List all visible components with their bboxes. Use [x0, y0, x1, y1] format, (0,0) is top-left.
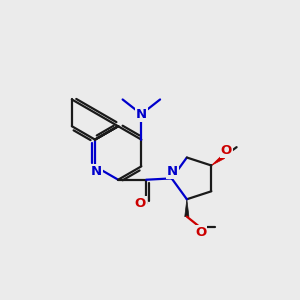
Polygon shape [212, 155, 225, 166]
Polygon shape [185, 199, 189, 217]
Text: O: O [221, 144, 232, 157]
Text: N: N [91, 165, 102, 178]
Text: O: O [135, 197, 146, 210]
Text: N: N [167, 165, 178, 178]
Text: N: N [136, 108, 147, 121]
Text: O: O [195, 226, 206, 239]
